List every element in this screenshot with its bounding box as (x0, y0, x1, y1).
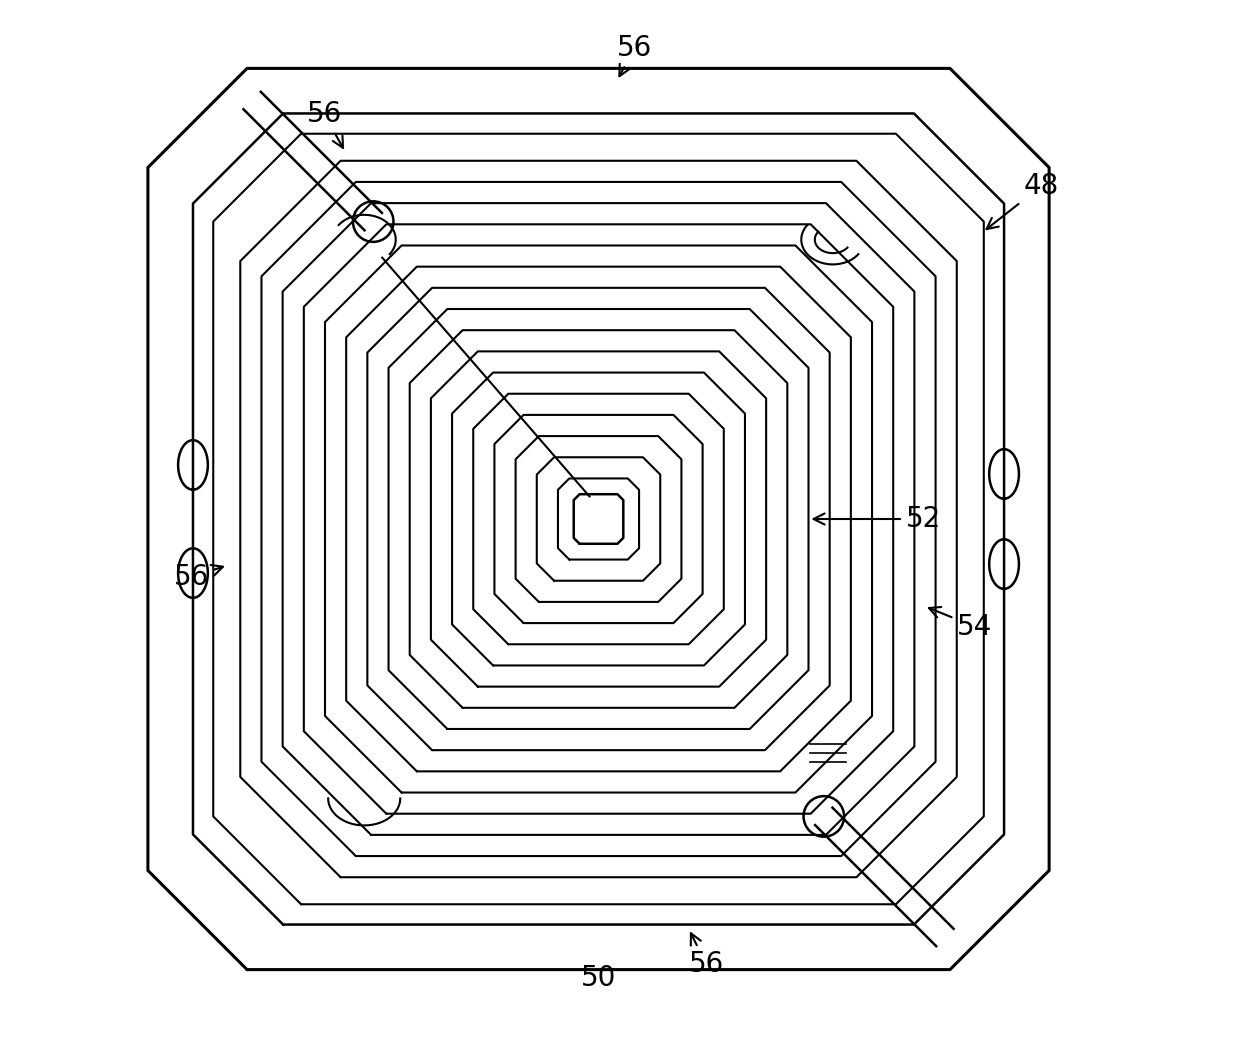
Text: 48: 48 (987, 172, 1058, 229)
Text: 56: 56 (307, 101, 343, 148)
Text: 56: 56 (688, 933, 724, 979)
Text: 54: 54 (928, 607, 992, 640)
Text: 52: 52 (813, 506, 941, 532)
Text: 50: 50 (581, 964, 617, 991)
Text: 56: 56 (617, 34, 652, 76)
Text: 56: 56 (173, 564, 223, 592)
